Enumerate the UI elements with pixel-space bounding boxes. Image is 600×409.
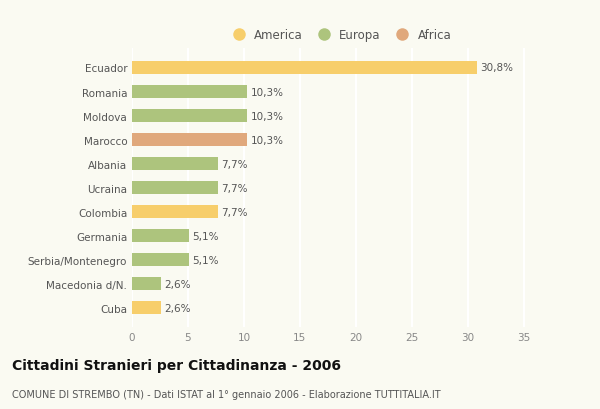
Bar xyxy=(132,134,247,147)
Bar xyxy=(132,254,189,267)
Bar xyxy=(132,229,189,243)
Text: 10,3%: 10,3% xyxy=(251,87,284,97)
Bar xyxy=(132,86,247,99)
Bar xyxy=(132,205,218,219)
Bar xyxy=(132,62,476,75)
Text: 5,1%: 5,1% xyxy=(193,231,219,241)
Text: 7,7%: 7,7% xyxy=(221,159,248,169)
Bar xyxy=(132,157,218,171)
Text: 7,7%: 7,7% xyxy=(221,207,248,217)
Bar xyxy=(132,182,218,195)
Text: 30,8%: 30,8% xyxy=(480,63,513,73)
Bar xyxy=(132,277,161,290)
Bar xyxy=(132,110,247,123)
Text: 10,3%: 10,3% xyxy=(251,111,284,121)
Text: 10,3%: 10,3% xyxy=(251,135,284,145)
Text: 7,7%: 7,7% xyxy=(221,183,248,193)
Legend: America, Europa, Africa: America, Europa, Africa xyxy=(222,25,456,47)
Bar xyxy=(132,301,161,315)
Text: 5,1%: 5,1% xyxy=(193,255,219,265)
Text: 2,6%: 2,6% xyxy=(164,279,191,289)
Text: Cittadini Stranieri per Cittadinanza - 2006: Cittadini Stranieri per Cittadinanza - 2… xyxy=(12,358,341,372)
Text: 2,6%: 2,6% xyxy=(164,303,191,313)
Text: COMUNE DI STREMBO (TN) - Dati ISTAT al 1° gennaio 2006 - Elaborazione TUTTITALIA: COMUNE DI STREMBO (TN) - Dati ISTAT al 1… xyxy=(12,389,440,399)
